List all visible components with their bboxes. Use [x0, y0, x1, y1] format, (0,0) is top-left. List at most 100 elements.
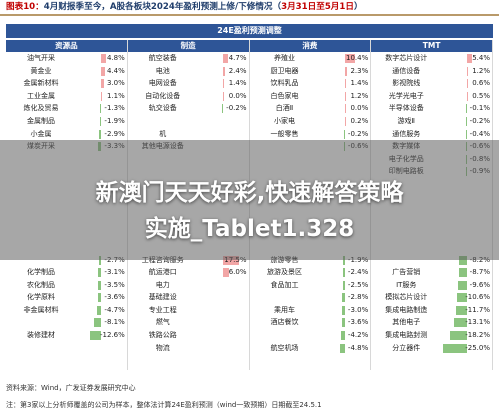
industry-row: 数字芯片设计 5.4%: [371, 52, 492, 65]
industry-label: 集成电路封测: [385, 331, 428, 340]
change-bar-cell: 1.4%: [320, 77, 371, 90]
industry-row: 通信设备 1.2%: [371, 65, 492, 78]
change-value: -1.3%: [104, 104, 125, 113]
industry-label: 通信服务: [392, 129, 421, 138]
industry-label: 非金属材料: [23, 305, 59, 314]
figure-date: 3月31日至5月1日: [281, 2, 354, 12]
industry-row: 其他电子 -13.1%: [371, 316, 492, 329]
change-bar-cell: -1.9%: [76, 115, 127, 128]
change-bar: [466, 79, 468, 89]
change-bar-cell: 4.8%: [76, 52, 127, 65]
change-bar: [344, 116, 346, 126]
industry-row: 厨卫电器 2.3%: [250, 65, 371, 78]
industry-label: [6, 316, 76, 329]
change-bar-cell: 2.3%: [320, 65, 371, 78]
change-bar: [223, 268, 229, 278]
industry-row: 机: [128, 128, 249, 141]
change-bar-cell: -0.2%: [198, 102, 249, 115]
industry-label: 乘用车: [274, 305, 296, 314]
figure-caption: 4月财报季至今，A股各板块2024年盈利预测上修/下修情况（: [43, 2, 282, 12]
industry-label: 白色家电: [270, 91, 299, 100]
change-value: 0.6%: [472, 79, 490, 88]
industry-label: 航空机场: [270, 343, 299, 352]
change-bar-cell: -25.0%: [441, 342, 492, 355]
change-value: -4.8%: [347, 343, 369, 352]
industry-row: 乘用车 -3.0%: [250, 304, 371, 317]
industry-label: 一般零售: [270, 129, 299, 138]
industry-row: [128, 115, 249, 128]
change-bar: [443, 343, 467, 353]
change-bar-cell: 1.2%: [320, 90, 371, 103]
change-bar: [455, 305, 467, 315]
change-bar: [222, 104, 224, 114]
industry-label: 航空装备: [148, 54, 177, 62]
change-bar: [344, 54, 355, 63]
sector-group-header: 消费: [249, 40, 371, 52]
industry-row: 小家电 0.2%: [250, 115, 371, 128]
industry-label: IT服务: [396, 280, 417, 289]
change-value: -8.1%: [104, 318, 125, 327]
industry-label: 油气开采: [27, 54, 56, 62]
industry-row: 一般零售 -0.2%: [250, 128, 371, 141]
industry-row: 集成电路封测 -18.2%: [371, 329, 492, 342]
change-value: -3.1%: [104, 268, 125, 277]
industry-label: 轨交设备: [148, 104, 177, 113]
change-value: 2.3%: [350, 66, 369, 75]
change-value: -0.2%: [469, 116, 490, 125]
change-bar: [342, 268, 345, 278]
industry-row: 非金属材料 -4.7%: [6, 304, 127, 317]
industry-label: 影视院线: [392, 79, 421, 88]
change-value: 4.4%: [106, 66, 125, 75]
change-bar-cell: -10.6%: [441, 291, 492, 304]
industry-row: 基础建设: [128, 291, 249, 304]
industry-row: -4.2%: [250, 329, 371, 342]
change-bar-cell: 4.7%: [198, 52, 249, 65]
industry-label: 农化制品: [27, 280, 56, 289]
change-value: 0.2%: [350, 116, 369, 125]
change-bar: [223, 66, 226, 76]
change-value: -0.2%: [347, 129, 369, 138]
industry-label: 白酒Ⅱ: [275, 104, 294, 113]
change-bar-cell: [198, 342, 249, 355]
industry-label: 游戏Ⅱ: [397, 116, 415, 125]
industry-row: 自动化设备 0.0%: [128, 90, 249, 103]
industry-row: 金属新材料 3.0%: [6, 77, 127, 90]
industry-label: 电网设备: [148, 79, 177, 88]
change-value: -2.8%: [347, 293, 369, 302]
industry-label: 养殖业: [274, 54, 296, 62]
industry-row: 专业工程: [128, 304, 249, 317]
change-bar-cell: 1.2%: [441, 65, 492, 78]
change-bar: [466, 91, 468, 101]
industry-row: 白酒Ⅱ 0.0%: [250, 102, 371, 115]
change-bar-cell: [198, 304, 249, 317]
industry-row: 通信服务 -0.4%: [371, 128, 492, 141]
change-bar: [340, 331, 345, 341]
change-value: -3.6%: [104, 293, 125, 302]
industry-label: 旅游及景区: [267, 268, 303, 277]
change-value: -3.5%: [104, 280, 125, 289]
change-value: -8.7%: [469, 268, 490, 277]
table-title: 24E盈利预测调整: [6, 24, 493, 38]
change-bar-cell: [198, 128, 249, 141]
industry-label: 食品加工: [270, 280, 299, 289]
industry-row: 轨交设备 -0.2%: [128, 102, 249, 115]
industry-row: 半导体设备 -0.1%: [371, 102, 492, 115]
change-value: -9.6%: [469, 280, 490, 289]
industry-label: 基础建设: [148, 293, 177, 302]
change-value: -2.9%: [104, 129, 125, 138]
change-bar-cell: 0.0%: [198, 90, 249, 103]
change-value: -18.2%: [465, 331, 490, 340]
change-bar: [449, 331, 467, 341]
change-value: -2.5%: [347, 280, 369, 289]
industry-label: [250, 291, 320, 304]
change-bar-cell: 1.1%: [76, 90, 127, 103]
change-bar-cell: 0.6%: [441, 77, 492, 90]
change-bar-cell: -3.1%: [76, 266, 127, 279]
industry-row: 酒店餐饮 -3.6%: [250, 316, 371, 329]
change-value: 1.4%: [228, 79, 247, 88]
change-bar-cell: 0.2%: [320, 115, 371, 128]
industry-row: 食品加工 -2.5%: [250, 279, 371, 292]
change-bar-cell: -9.6%: [441, 279, 492, 292]
change-bar-cell: [198, 279, 249, 292]
change-value: 4.7%: [228, 54, 247, 62]
